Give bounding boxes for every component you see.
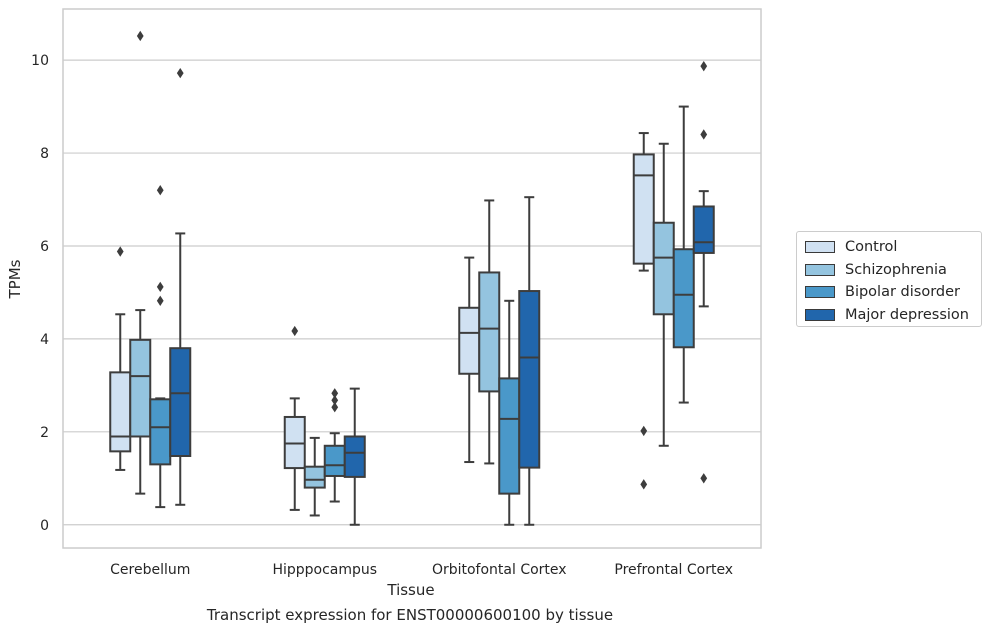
box-major-depression (518, 196, 541, 526)
y-tick-label: 10 (31, 53, 49, 69)
box-bipolar-disorder (323, 388, 346, 503)
y-tick-label: 0 (40, 518, 49, 534)
outlier-point (156, 185, 164, 196)
legend-swatch (805, 286, 835, 299)
box-major-depression (343, 387, 366, 526)
legend-item: Major depression (805, 304, 973, 327)
box-iqr (458, 306, 481, 375)
x-tick-labels: Cerebellum Hipppocampus Orbitofontal Corte… (110, 562, 733, 578)
y-tick-label: 2 (40, 425, 49, 441)
box-control (109, 246, 132, 471)
plot-frame (62, 8, 762, 549)
box-major-depression (692, 60, 715, 484)
box-groups (109, 30, 715, 526)
x-tick-label: Prefrontal Cortex (614, 562, 733, 578)
box-iqr (632, 153, 655, 265)
outlier-point (640, 479, 648, 490)
box-iqr (303, 465, 326, 489)
box-bipolar-disorder (149, 185, 172, 509)
legend-item: Control (805, 236, 973, 259)
x-axis-label: Tissue (386, 581, 434, 599)
box-iqr (498, 377, 521, 495)
box-iqr (652, 221, 675, 316)
outlier-point (156, 281, 164, 293)
box-schizophrenia (652, 142, 675, 447)
chart-caption: Transcript expression for ENST0000060010… (206, 606, 614, 624)
outlier-point (331, 395, 339, 406)
outlier-point (700, 129, 708, 140)
legend-item: Bipolar disorder (805, 281, 973, 304)
box-schizophrenia (478, 199, 501, 465)
box-schizophrenia (129, 30, 152, 495)
outlier-point (156, 295, 164, 306)
legend-item: Schizophrenia (805, 259, 973, 282)
box-iqr (109, 371, 132, 453)
outlier-point (291, 325, 299, 337)
legend-swatch (805, 241, 835, 254)
box-bipolar-disorder (672, 105, 695, 404)
box-iqr (518, 290, 541, 469)
outlier-point (331, 388, 339, 399)
outlier-point (331, 402, 339, 413)
legend-label: Schizophrenia (845, 261, 947, 278)
x-tick-label: Orbitofontal Cortex (432, 562, 567, 578)
box-iqr (343, 435, 366, 478)
y-tick-labels: 0 2 4 6 8 10 (31, 53, 49, 534)
box-iqr (169, 347, 192, 457)
legend-swatch (805, 263, 835, 276)
box-iqr (478, 271, 501, 393)
legend: Control Schizophrenia Bipolar disorder Majo… (796, 231, 982, 327)
box-schizophrenia (303, 436, 326, 517)
box-bipolar-disorder (498, 299, 521, 526)
box-iqr (129, 338, 152, 438)
outlier-point (176, 67, 184, 79)
y-tick-label: 4 (40, 332, 49, 348)
box-iqr (692, 205, 715, 254)
outlier-point (700, 473, 708, 484)
legend-label: Control (845, 239, 898, 256)
y-tick-label: 8 (40, 146, 49, 162)
y-axis-label: TPMs (6, 259, 24, 299)
y-tick-label: 6 (40, 239, 49, 255)
box-iqr (323, 444, 346, 477)
legend-label: Bipolar disorder (845, 284, 960, 301)
outlier-point (700, 60, 708, 72)
box-iqr (672, 248, 695, 349)
box-control (632, 132, 655, 490)
legend-label: Major depression (845, 306, 969, 323)
x-tick-label: Cerebellum (110, 562, 190, 578)
legend-swatch (805, 308, 835, 321)
box-major-depression (169, 67, 192, 506)
box-control (283, 325, 306, 511)
outlier-point (116, 246, 124, 257)
box-iqr (149, 398, 172, 466)
x-tick-label: Hipppocampus (272, 562, 377, 578)
outlier-point (640, 425, 648, 437)
outlier-point (136, 30, 144, 42)
